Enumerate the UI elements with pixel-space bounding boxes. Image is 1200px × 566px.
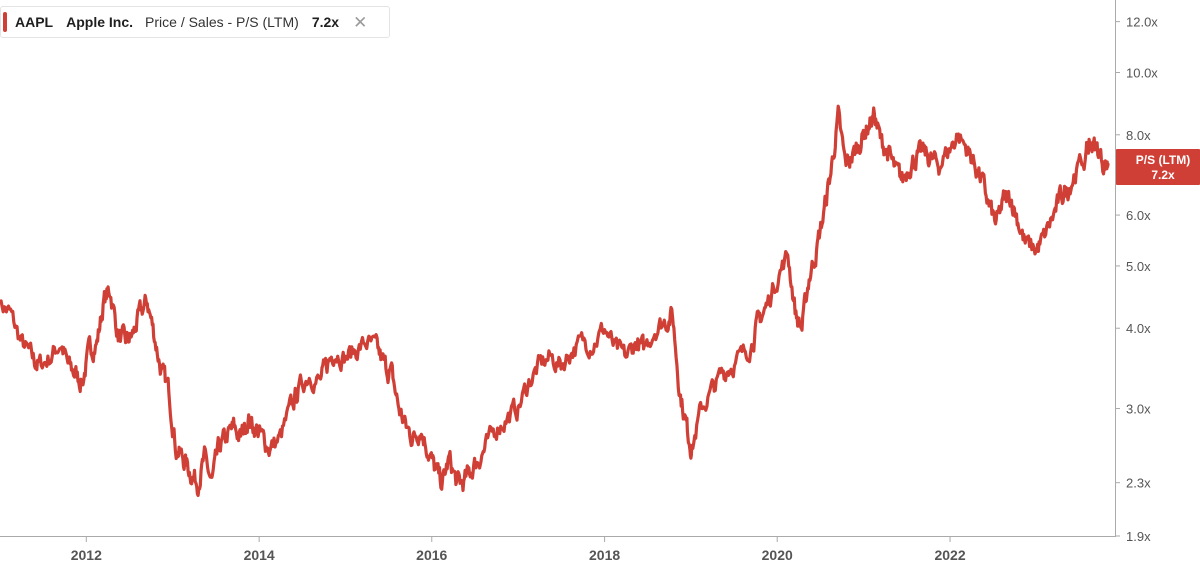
x-tick-label: 2016 [416, 547, 447, 563]
legend-metric-name: Price / Sales - P/S (LTM) [145, 14, 299, 30]
y-tick-label: 1.9x [1126, 529, 1151, 544]
y-tick-label: 4.0x [1126, 321, 1151, 336]
x-tick-label: 2012 [71, 547, 102, 563]
series-legend: AAPL Apple Inc. Price / Sales - P/S (LTM… [0, 6, 390, 38]
y-tick-label: 5.0x [1126, 259, 1151, 274]
last-value-tag-value: 7.2x [1151, 168, 1175, 182]
last-value-tag-label: P/S (LTM) [1136, 153, 1190, 167]
legend-company-name: Apple Inc. [66, 14, 134, 30]
x-tick-label: 2014 [244, 547, 275, 563]
y-tick-label: 12.0x [1126, 15, 1158, 30]
x-axis-ticks: 2012 2014 2016 2018 2020 2022 [71, 536, 966, 563]
y-tick-label: 3.0x [1126, 402, 1151, 417]
x-tick-label: 2018 [589, 547, 620, 563]
y-axis-ticks: 1.9x2.3x3.0x4.0x5.0x6.0x7.0x8.0x10.0x12.… [1115, 15, 1158, 544]
x-tick-label: 2022 [934, 547, 965, 563]
legend-metric-value: 7.2x [311, 14, 340, 30]
close-icon[interactable]: ✕ [353, 12, 368, 32]
legend-ticker: AAPL [15, 14, 54, 30]
y-tick-label: 10.0x [1126, 66, 1158, 81]
y-tick-label: 8.0x [1126, 128, 1151, 143]
y-tick-label: 2.3x [1126, 476, 1151, 491]
series-color-swatch [3, 12, 7, 32]
x-tick-label: 2020 [762, 547, 793, 563]
series-line-ps-ltm [0, 104, 1110, 497]
y-tick-label: 6.0x [1126, 208, 1151, 223]
last-value-tag: P/S (LTM) 7.2x [1116, 149, 1200, 185]
